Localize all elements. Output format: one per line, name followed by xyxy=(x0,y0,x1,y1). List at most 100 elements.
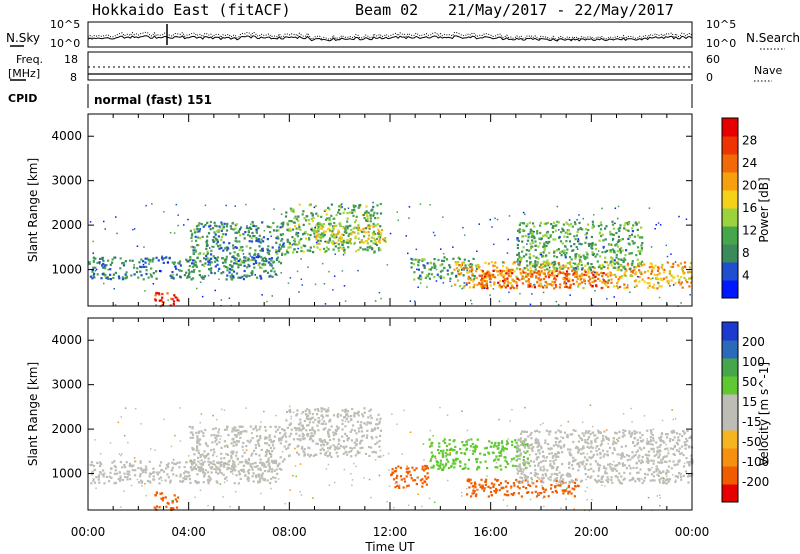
scatter-cell xyxy=(332,431,335,434)
scatter-cell xyxy=(589,433,592,436)
scatter-cell xyxy=(551,274,554,277)
scatter-cell xyxy=(441,451,444,455)
scatter-cell xyxy=(233,482,236,485)
noise-cell xyxy=(555,482,558,485)
scatter-cell xyxy=(244,460,247,463)
scatter-cell xyxy=(371,248,374,251)
scatter-cell xyxy=(568,256,572,259)
scatter-cell xyxy=(239,276,242,279)
scatter-cell xyxy=(189,431,192,434)
scatter-cell xyxy=(552,460,555,463)
noise-cell xyxy=(672,418,675,421)
noise-cell xyxy=(307,266,309,268)
scatter-cell xyxy=(649,429,652,432)
scatter-cell xyxy=(618,276,621,279)
scatter-cell xyxy=(411,258,414,261)
scatter-cell xyxy=(223,445,227,448)
scatter-cell xyxy=(565,221,568,224)
scatter-cell xyxy=(585,251,588,254)
scatter-cell xyxy=(322,225,325,228)
scatter-cell xyxy=(516,446,519,450)
noise-cell xyxy=(312,497,314,499)
scatter-cell xyxy=(558,481,561,484)
scatter-cell xyxy=(689,474,692,478)
scatter-cell xyxy=(461,467,464,470)
noise-cell xyxy=(656,495,659,497)
scatter-cell xyxy=(466,493,469,496)
scatter-cell xyxy=(555,468,558,471)
scatter-cell xyxy=(590,442,593,445)
scatter-cell xyxy=(579,480,582,483)
scatter-cell xyxy=(126,470,129,473)
scatter-cell xyxy=(614,475,617,478)
scatter-cell xyxy=(481,270,484,273)
scatter-cell xyxy=(254,426,257,429)
scatter-cell xyxy=(583,278,586,281)
scatter-cell xyxy=(611,248,614,251)
scatter-cell xyxy=(199,236,202,240)
scatter-cell xyxy=(222,249,225,252)
scatter-cell xyxy=(663,481,666,484)
scatter-cell xyxy=(307,453,310,456)
scatter-cell xyxy=(299,418,302,421)
scatter-cell xyxy=(241,430,244,433)
scatter-cell xyxy=(211,462,215,465)
scatter-cell xyxy=(533,237,536,240)
scatter-cell xyxy=(226,425,229,428)
scatter-cell xyxy=(575,268,578,271)
scatter-cell xyxy=(661,263,664,266)
scatter-cell xyxy=(514,439,517,442)
scatter-cell xyxy=(341,248,344,251)
scatter-cell xyxy=(474,264,477,267)
scatter-cell xyxy=(377,216,380,220)
scatter-cell xyxy=(92,266,95,269)
scatter-cell xyxy=(632,269,635,272)
scatter-cell xyxy=(495,455,498,458)
noise-cell xyxy=(237,463,239,466)
scatter-cell xyxy=(554,441,557,444)
noise-cell xyxy=(297,247,299,250)
noise-cell xyxy=(353,243,355,245)
scatter-cell xyxy=(509,272,512,275)
scatter-cell xyxy=(344,408,348,411)
scatter-cell xyxy=(249,465,252,468)
noise-cell xyxy=(405,235,407,237)
scatter-cell xyxy=(217,462,220,465)
scatter-cell xyxy=(198,252,202,255)
scatter-cell xyxy=(339,414,343,417)
scatter-cell xyxy=(537,444,540,447)
scatter-cell xyxy=(105,475,109,478)
scatter-cell xyxy=(574,485,577,488)
scatter-cell xyxy=(565,473,568,477)
scatter-cell xyxy=(154,494,157,497)
noise-cell xyxy=(295,475,297,478)
scatter-cell xyxy=(621,238,624,241)
scatter-cell xyxy=(357,237,360,240)
scatter-cell xyxy=(338,237,341,240)
noise-cell xyxy=(113,288,115,290)
scatter-cell xyxy=(255,228,258,231)
scatter-cell xyxy=(259,461,262,464)
scatter-cell xyxy=(566,472,569,475)
scatter-cell xyxy=(628,479,631,482)
scatter-cell xyxy=(196,439,199,442)
scatter-cell xyxy=(293,426,296,430)
scatter-cell xyxy=(301,445,304,449)
scatter-cell xyxy=(573,268,576,271)
scatter-cell xyxy=(591,280,594,284)
scatter-cell xyxy=(268,249,271,252)
scatter-cell xyxy=(379,212,383,215)
noise-cell xyxy=(133,264,135,266)
scatter-cell xyxy=(265,453,268,456)
noise-cell xyxy=(190,459,193,462)
scatter-cell xyxy=(318,242,321,245)
scatter-cell xyxy=(214,224,217,227)
noise-cell xyxy=(442,216,444,218)
scatter-cell xyxy=(247,479,250,482)
scatter-cell xyxy=(651,266,654,269)
scatter-cell xyxy=(574,446,578,450)
noise-cell xyxy=(631,421,633,423)
noise-cell xyxy=(214,289,216,292)
scatter-cell xyxy=(658,272,661,275)
scatter-cell xyxy=(439,264,442,267)
